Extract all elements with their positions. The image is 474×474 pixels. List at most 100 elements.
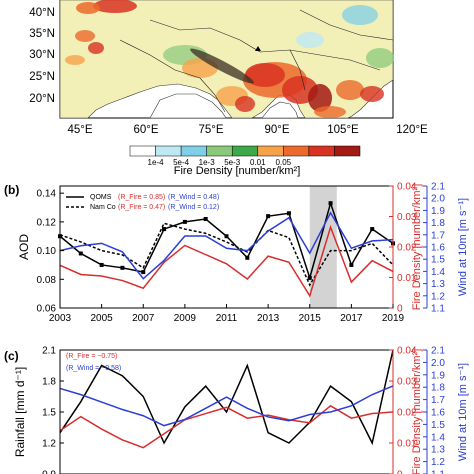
fire-patch <box>366 48 394 68</box>
tick-label: 1.8 <box>431 383 445 394</box>
tick-label: 0 <box>397 470 403 474</box>
tick-label: 0.02 <box>397 408 417 419</box>
fire-patch <box>336 80 364 100</box>
axis-label-wind-c: Wind at 10m [m s⁻¹] <box>457 363 469 461</box>
tick-label: 0.10 <box>37 246 57 257</box>
series-line-qoms <box>59 200 394 281</box>
data-point <box>120 265 125 270</box>
tick-label: 0.01 <box>397 273 417 284</box>
tick-label: 1.7 <box>431 230 445 241</box>
tick-label: 2005 <box>91 313 114 324</box>
tick-label: 2.1 <box>42 346 56 357</box>
data-point <box>328 201 333 206</box>
tick-label: 0.03 <box>397 377 417 388</box>
lon-label: 45°E <box>67 124 92 136</box>
lat-label: 25°N <box>29 71 55 83</box>
tick-label: 0.12 <box>37 217 57 228</box>
legend-b: QOMS (R_Fire = 0.85) (R_Wind = 0.48) Nam… <box>66 194 219 211</box>
tick-label: 1.5 <box>42 408 56 419</box>
map-sea-arabian <box>149 93 227 119</box>
fire-patch <box>342 5 378 25</box>
colorbar-tick-label: 1e-3 <box>199 158 216 167</box>
tick-label: 1.9 <box>431 206 445 217</box>
axis-label-aod: AOD <box>17 234 31 260</box>
fire-patch <box>308 84 332 112</box>
tick-label: 0.14 <box>37 189 57 200</box>
tick-label: 2.1 <box>431 182 445 193</box>
lon-label: 75°E <box>198 124 223 136</box>
tick-label: 0.04 <box>397 346 417 357</box>
panel-label-c: (c) <box>4 349 19 363</box>
legend-label-namco: Nam Co <box>90 204 116 211</box>
data-point <box>182 219 187 224</box>
series-line-wind <box>59 211 394 280</box>
data-point <box>286 211 291 216</box>
transport-plume <box>190 48 254 84</box>
legend-rwind-c: (R_Wind = −0.58) <box>66 365 121 372</box>
tick-label: 1.7 <box>431 395 445 406</box>
tick-label: 1.6 <box>431 408 445 419</box>
tick-label: 2011 <box>216 313 238 324</box>
fire-patch <box>235 96 255 112</box>
fire-patch <box>314 106 346 118</box>
colorbar-tick-label: 5e-4 <box>173 158 190 167</box>
tick-label: 0.08 <box>37 275 57 286</box>
tick-label: 2017 <box>340 313 363 324</box>
colorbar: 1e-4 5e-4 1e-3 5e-3 0.01 0.05 <box>129 145 361 167</box>
lat-label: 40°N <box>29 7 55 19</box>
legend-c: (R_Fire = −0.75) (R_Wind = −0.58) <box>66 353 121 372</box>
tick-label: 1.8 <box>431 218 445 229</box>
tick-label: 1.9 <box>431 370 445 381</box>
panel-label-b: (b) <box>4 183 19 197</box>
fire-patch <box>65 55 85 65</box>
legend-label-qoms: QOMS <box>90 194 112 201</box>
tick-label: 1.4 <box>431 432 445 443</box>
data-point <box>203 217 208 222</box>
data-point <box>370 227 375 232</box>
axis-label-rainfall: Rainfall [mm d⁻¹] <box>13 367 27 457</box>
tick-label: 2007 <box>132 313 155 324</box>
data-point <box>245 255 250 260</box>
lon-label: 60°E <box>133 124 158 136</box>
tick-label: 0 <box>397 304 403 315</box>
axis-label-fire-c: Fire Density [number/km²] <box>411 349 423 474</box>
tick-label: 1.3 <box>431 445 445 456</box>
data-point <box>78 251 83 256</box>
lon-label: 120°E <box>396 124 428 136</box>
tick-label: 1.6 <box>431 243 445 254</box>
fire-patch <box>88 42 104 54</box>
legend-rfire-qoms: (R_Fire = 0.85) <box>118 194 165 201</box>
lat-label: 35°N <box>29 28 55 40</box>
tick-label: 0.03 <box>397 212 417 223</box>
tick-label: 2003 <box>49 313 72 324</box>
tick-label: 2019 <box>382 313 405 324</box>
colorbar-swatch <box>180 145 207 157</box>
tick-label: 1.2 <box>431 457 445 468</box>
series-line-nam-co <box>59 222 394 287</box>
colorbar-swatch <box>155 145 182 157</box>
data-point <box>99 262 104 267</box>
data-point <box>141 270 146 275</box>
tick-label: 2.1 <box>431 346 445 357</box>
colorbar-swatch <box>206 145 233 157</box>
fire-patch <box>245 63 285 87</box>
country-borders <box>119 9 394 113</box>
fire-patch <box>75 30 95 42</box>
tick-label: 0.04 <box>397 182 417 193</box>
colorbar-swatch <box>308 145 335 157</box>
data-point <box>224 234 229 239</box>
panel-c: (c) 0.9 1.2 1.5 1.8 2.1 0 0.01 0.02 0.03 0.04 1.… <box>4 346 469 474</box>
data-point <box>349 262 354 267</box>
panel-a: 40°N 35°N 30°N 25°N 20°N 45°E 60°E 75°E … <box>29 0 428 177</box>
fire-patch <box>76 2 100 14</box>
panel-b: (b) 0.06 0.08 0.10 0.12 0.14 0 0.01 0.02 0.03 0.… <box>4 182 469 325</box>
tick-label: 2015 <box>299 313 322 324</box>
tick-label: 2009 <box>174 313 197 324</box>
axis-label-wind-b: Wind at 10m [m s⁻¹] <box>457 198 469 296</box>
axis-label-fire-b: Fire Density [number/km²] <box>411 184 423 311</box>
tick-label: 0.01 <box>397 439 417 450</box>
legend-rwind-qoms: (R_Wind = 0.48) <box>168 194 219 201</box>
tick-label: 1.1 <box>431 470 445 474</box>
fire-patches <box>65 0 394 118</box>
colorbar-swatch <box>283 145 310 157</box>
